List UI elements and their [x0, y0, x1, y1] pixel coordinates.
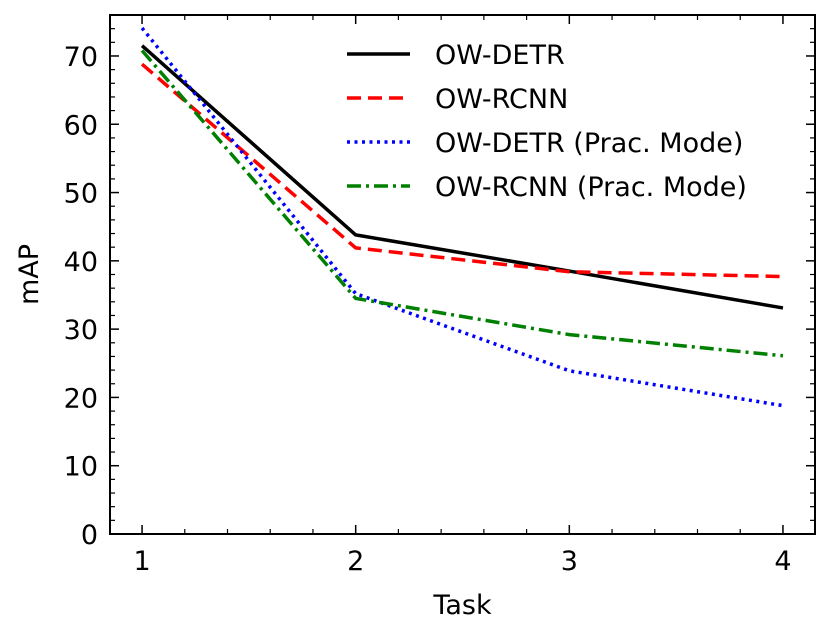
x-tick-label: 1: [133, 546, 150, 577]
y-tick-label: 40: [64, 247, 98, 278]
x-axis-label: Task: [432, 590, 492, 621]
y-tick-label: 0: [81, 520, 98, 551]
x-tick-label: 2: [347, 546, 364, 577]
y-tick-label: 30: [64, 315, 98, 346]
y-tick-label: 10: [64, 452, 98, 483]
series-line-2: [140, 62, 783, 279]
y-tick-label: 70: [64, 42, 98, 73]
legend-label-3: OW-DETR (Prac. Mode): [435, 128, 743, 159]
x-tick-label: 3: [561, 546, 578, 577]
series-line-1: [140, 44, 784, 310]
y-axis-label: mAP: [14, 244, 45, 305]
series-line-3: [140, 26, 784, 408]
series-line-4: [140, 49, 784, 358]
y-tick-label: 20: [64, 383, 98, 414]
y-tick-label: 50: [64, 179, 98, 210]
legend-label-4: OW-RCNN (Prac. Mode): [435, 172, 747, 203]
y-tick-label: 60: [64, 110, 98, 141]
legend: OW-DETR OW-RCNN OW-DETR (Prac. Mode) OW-RCN…: [347, 40, 747, 203]
plot-lines: [140, 26, 784, 408]
x-tick-label: 4: [774, 546, 791, 577]
legend-label-1: OW-DETR: [435, 40, 565, 71]
legend-label-2: OW-RCNN: [435, 84, 568, 115]
